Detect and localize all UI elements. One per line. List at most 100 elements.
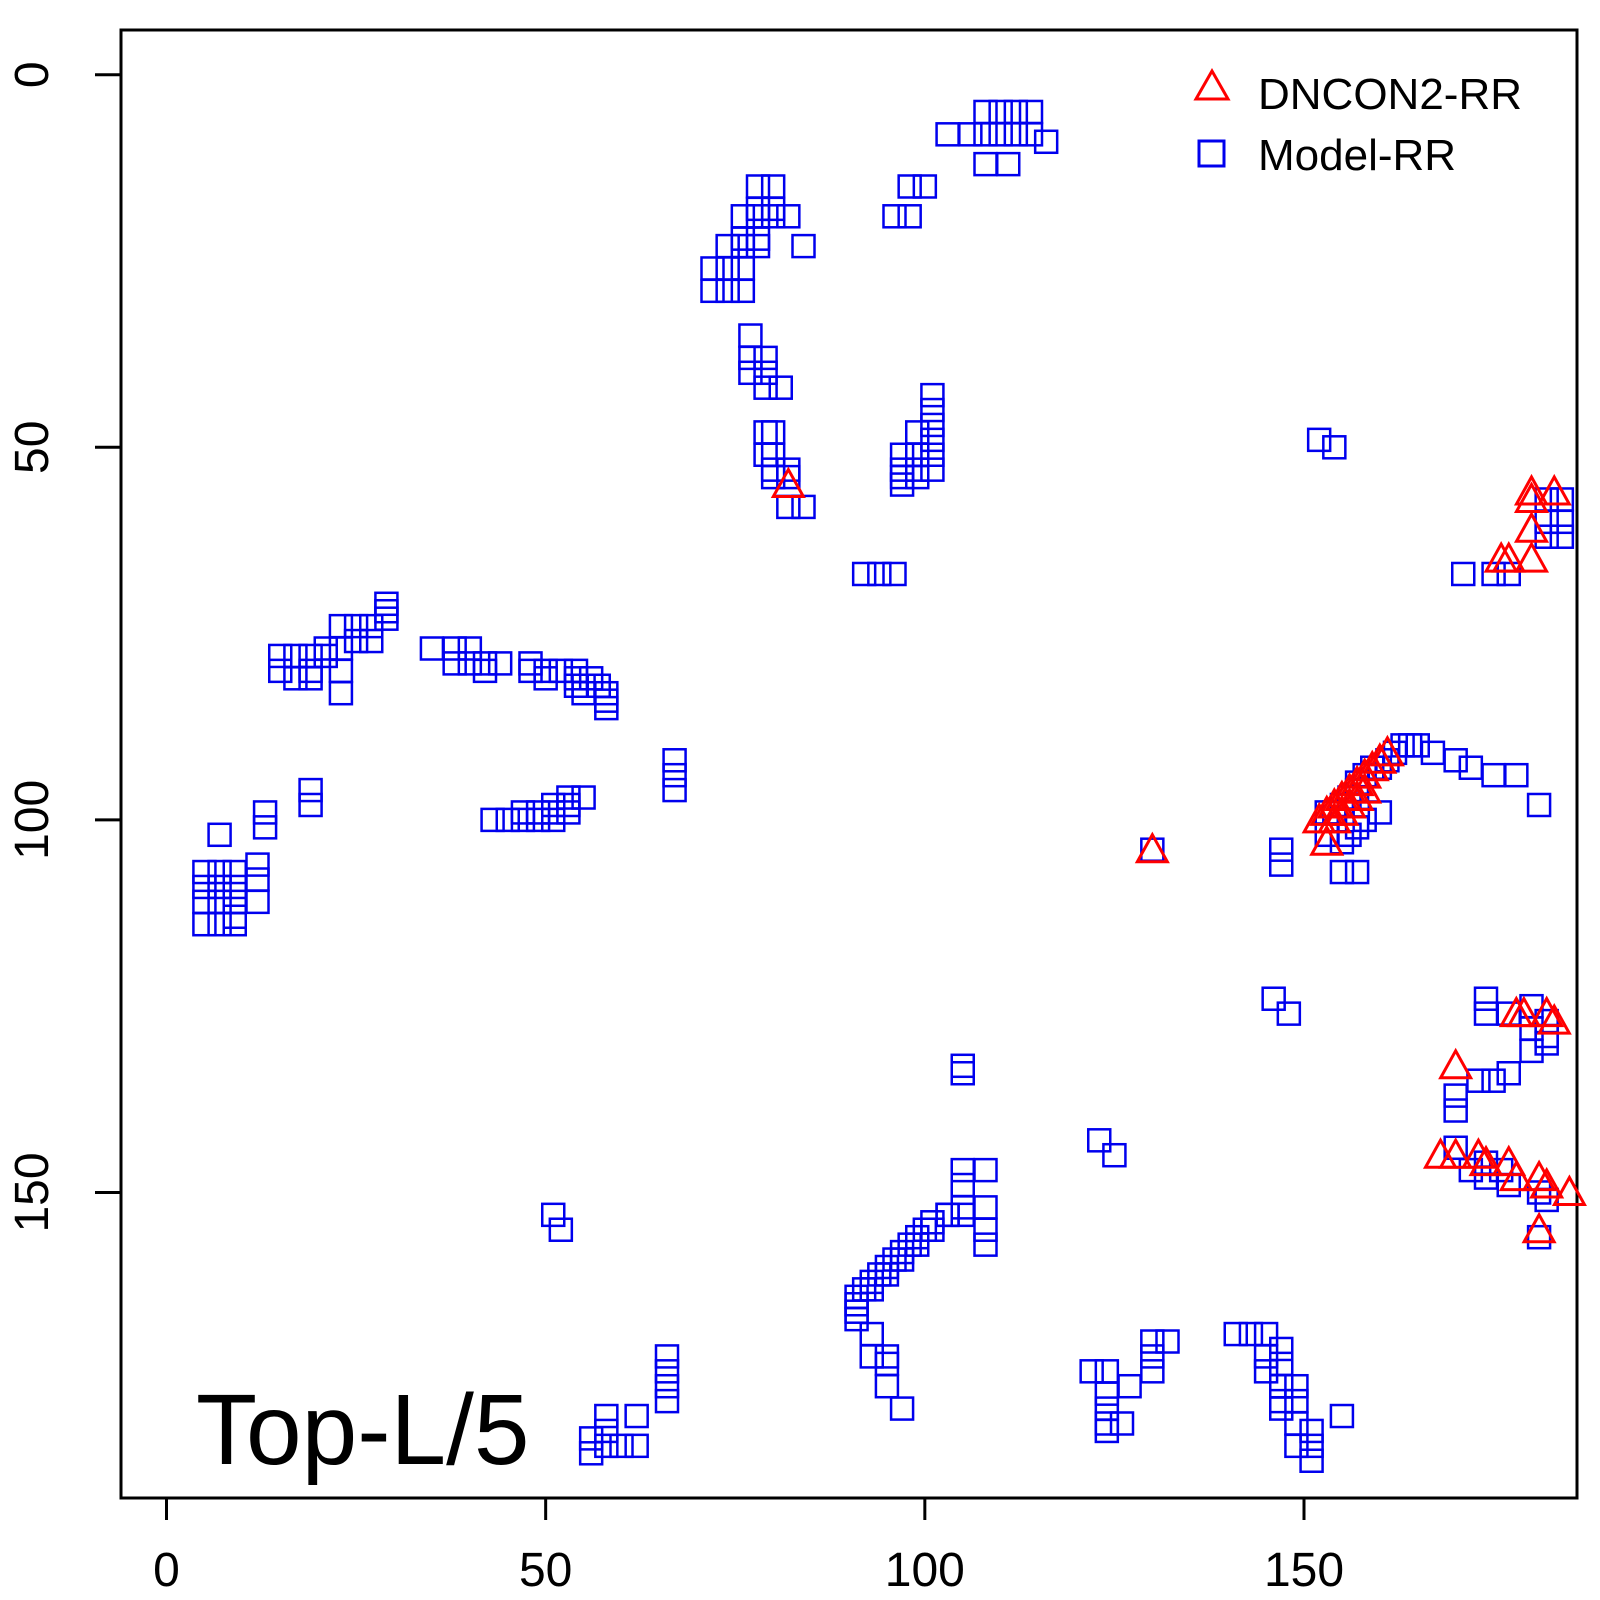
dncon2-rr-point (1309, 824, 1345, 856)
model-rr-point (905, 1232, 930, 1257)
model-rr-point (859, 1277, 884, 1302)
model-rr-point (1496, 1060, 1521, 1086)
model-rr-point (1253, 1344, 1279, 1369)
model-rr-point (844, 1306, 869, 1332)
model-rr-point (343, 613, 369, 639)
model-rr-point (753, 360, 778, 386)
model-rr-point (700, 278, 725, 304)
model-rr-point (935, 122, 960, 147)
model-rr-point (1299, 1448, 1324, 1473)
model-rr-point (578, 666, 604, 691)
model-rr-point (776, 464, 801, 490)
model-rr-point (1284, 1373, 1309, 1399)
y-tick-label: 50 (6, 421, 59, 474)
model-rr-point (594, 1418, 619, 1444)
model-rr-point (1109, 1411, 1135, 1436)
model-rr-point (920, 382, 945, 408)
model-rr-point (859, 1344, 884, 1369)
model-rr-point (222, 874, 247, 900)
model-rr-point (571, 785, 596, 810)
model-rr-point (973, 1232, 998, 1257)
model-rr-point (1238, 1321, 1264, 1347)
model-rr-point (578, 1441, 604, 1466)
model-rr-point (374, 606, 399, 631)
model-rr-point (745, 233, 771, 259)
model-rr-point (1140, 1359, 1165, 1384)
model-rr-point (268, 643, 293, 669)
model-rr-point (1269, 852, 1294, 877)
model-rr-point (1496, 561, 1521, 587)
model-rr-point (988, 122, 1013, 147)
model-rr-point (1299, 1418, 1324, 1444)
model-rr-point (851, 561, 877, 587)
model-rr-point (1284, 1433, 1309, 1459)
legend-label-dncon2-rr: DNCON2-RR (1258, 70, 1522, 119)
model-rr-point (1473, 986, 1499, 1011)
model-rr-point (1451, 561, 1476, 587)
model-rr-point (715, 278, 740, 304)
model-rr-point (912, 174, 938, 199)
dncon2-rr-point (1339, 779, 1375, 812)
model-rr-point (1549, 524, 1575, 549)
model-rr-point (1003, 122, 1029, 147)
model-rr-point (791, 233, 816, 259)
model-rr-point (480, 807, 505, 833)
model-rr-point (889, 472, 915, 497)
model-rr-point (192, 859, 217, 885)
model-rr-point (1458, 1157, 1484, 1183)
model-rr-point (1276, 1001, 1302, 1026)
model-rr-point (738, 345, 763, 371)
model-rr-point (1087, 1128, 1112, 1153)
model-rr-point (1519, 1038, 1544, 1064)
dncon2-rr-point (1521, 1211, 1557, 1244)
model-rr-point (1466, 1068, 1491, 1093)
model-rr-point (457, 636, 483, 661)
model-rr-point (738, 360, 763, 386)
model-rr-point (950, 1060, 975, 1086)
legend: DNCON2-RR Model-RR (1193, 67, 1522, 180)
model-rr-point (1269, 1396, 1294, 1421)
model-rr-point (472, 658, 498, 684)
model-rr-point (578, 1426, 604, 1451)
model-rr-point (495, 807, 520, 833)
model-rr-point (654, 1373, 680, 1399)
model-rr-point (889, 1247, 915, 1272)
model-rr-point (192, 874, 217, 900)
model-rr-point (283, 666, 308, 691)
model-rr-point (313, 643, 338, 669)
model-rr-point (594, 695, 619, 721)
dncon2-rr-point (1134, 831, 1170, 864)
model-rr-point (487, 651, 513, 676)
model-rr-point (874, 1373, 900, 1399)
dncon2-rr-point (770, 466, 806, 499)
model-rr-point (1018, 122, 1044, 147)
model-rr-point (609, 1433, 634, 1459)
model-rr-point (525, 800, 551, 825)
model-rr-point (1481, 561, 1506, 587)
model-rr-point (1140, 1329, 1165, 1354)
model-rr-point (1322, 435, 1347, 460)
dncon2-rr-point (1513, 540, 1550, 573)
model-rr-point (222, 911, 247, 937)
model-rr-point (905, 464, 930, 490)
dncon2-rr-series (770, 466, 1587, 1244)
model-rr-point (510, 800, 536, 825)
model-rr-point (442, 636, 467, 661)
model-rr-point (624, 1403, 649, 1429)
model-rr-point (207, 911, 232, 937)
model-rr-point (548, 658, 574, 684)
model-rr-point (1534, 524, 1559, 549)
model-rr-point (563, 673, 589, 699)
model-rr-point (882, 204, 907, 229)
model-rr-point (359, 628, 384, 654)
y-tick-label: 100 (6, 780, 59, 860)
dncon2-rr-point (1529, 995, 1565, 1028)
model-rr-point (328, 680, 354, 706)
model-rr-point (897, 174, 922, 199)
dncon2-rr-point (1521, 1159, 1557, 1192)
x-tick-label: 50 (519, 1544, 572, 1597)
model-rr-point (541, 800, 566, 825)
model-rr-point (1299, 1433, 1324, 1459)
x-tick-label: 150 (1264, 1544, 1344, 1597)
